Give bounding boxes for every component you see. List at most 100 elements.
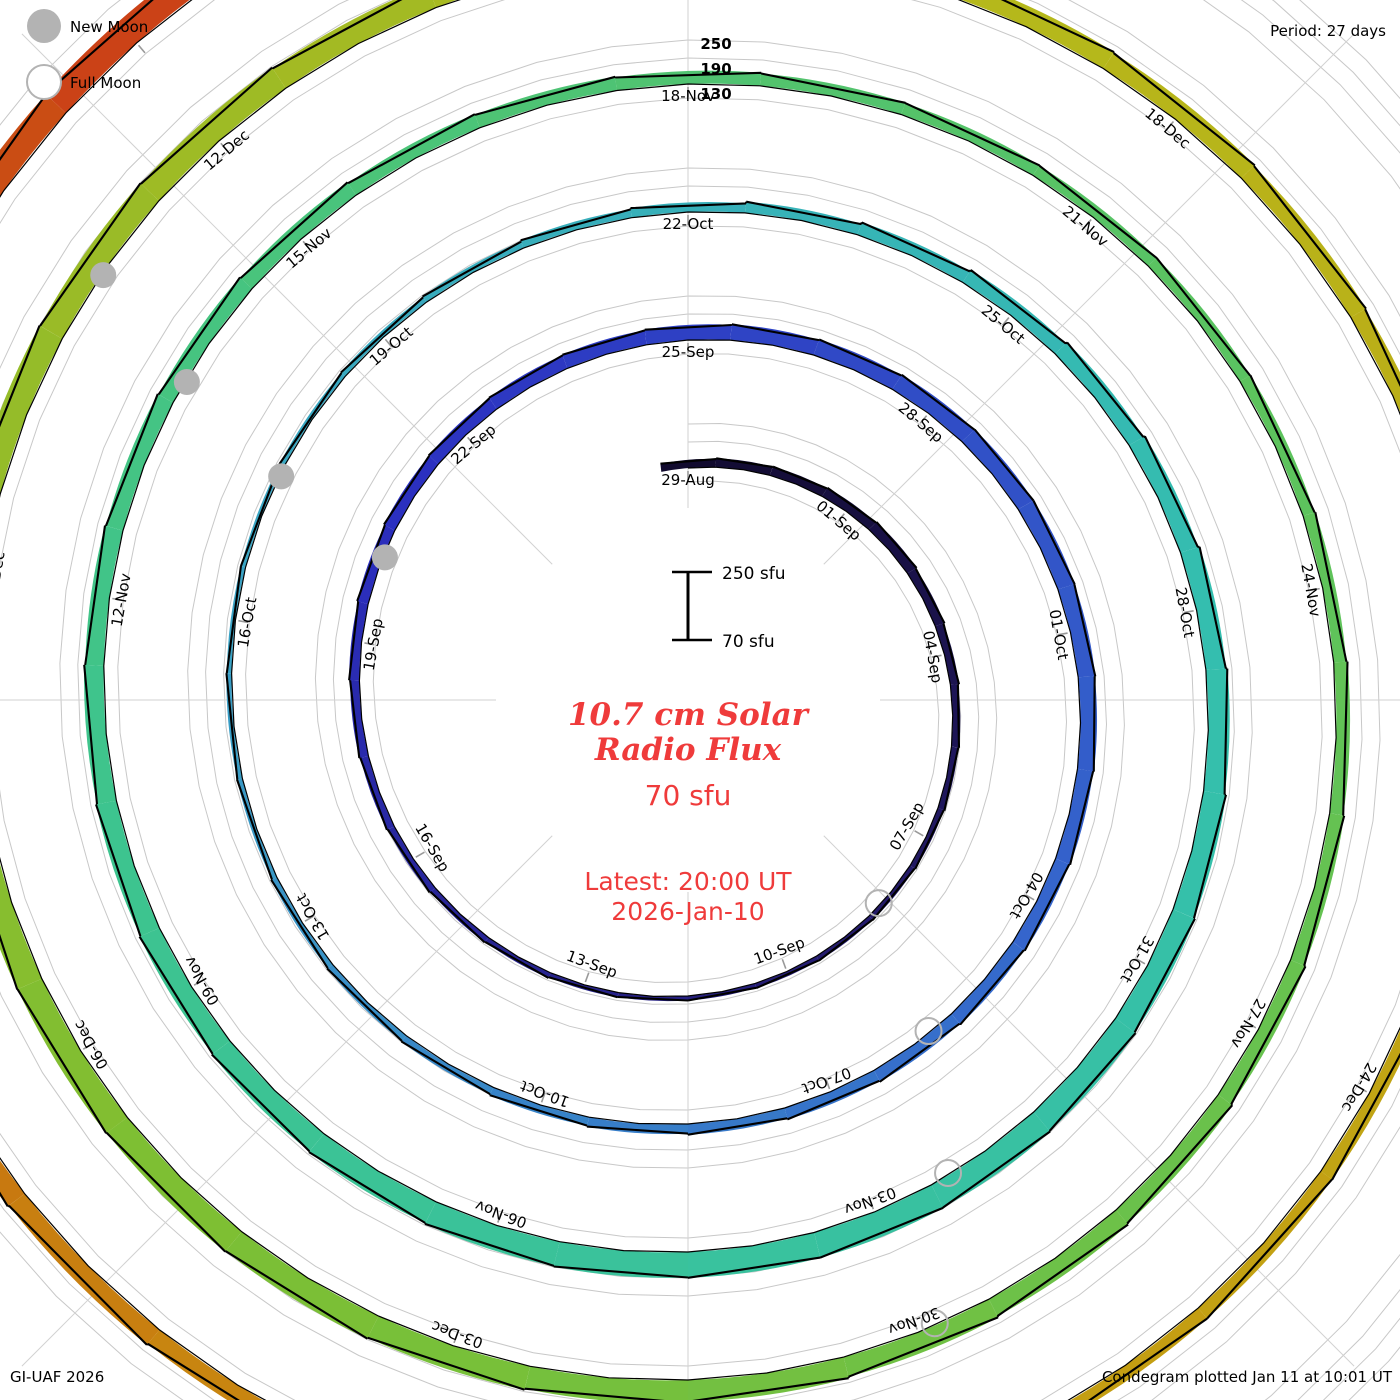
flux-bar (430, 888, 489, 943)
flux-bar (1115, 909, 1195, 1033)
flux-bar (1290, 813, 1345, 966)
flux-bar (1055, 342, 1144, 446)
flux-bar (961, 429, 1034, 510)
flux-bar (226, 566, 246, 674)
flux-bar (744, 201, 862, 235)
flux-bar (910, 807, 944, 870)
scale-bar: 250 sfu 70 sfu (672, 564, 785, 652)
flux-bar (1173, 790, 1226, 919)
flux-bar (822, 487, 877, 530)
legend: New Moon Full Moon (26, 9, 148, 100)
flux-bar (387, 826, 436, 893)
flux-bar (237, 778, 277, 880)
flux-bar (688, 1108, 788, 1135)
flux-bar (106, 1117, 242, 1252)
flux-bar (272, 0, 436, 89)
flux-bar (869, 865, 915, 921)
flux-bar (857, 222, 970, 283)
flux-bar (489, 355, 568, 410)
flux-bar (1018, 500, 1075, 590)
flux-bar (1198, 1171, 1332, 1319)
new-moon-label: New Moon (70, 18, 148, 36)
flux-bar (1070, 1308, 1208, 1400)
flux-bar (433, 0, 457, 8)
full-moon-marker (920, 1309, 949, 1338)
scale-bar-top-label: 250 sfu (722, 564, 785, 584)
flux-bar (349, 601, 369, 681)
flux-bar (1057, 584, 1096, 678)
latest-time: Latest: 20:00 UT (584, 867, 792, 896)
flux-bar (147, 1329, 263, 1400)
flux-bar (874, 1013, 960, 1082)
flux-bar (424, 1201, 560, 1266)
flux-bar (1033, 165, 1157, 266)
flux-bar (1241, 166, 1366, 318)
flux-bar (688, 1357, 849, 1400)
flux-bar (0, 1160, 25, 1207)
flux-bar (586, 1117, 688, 1135)
flux-bar (907, 568, 945, 626)
flux-bar (1012, 858, 1070, 951)
flux-bar (1077, 676, 1098, 772)
flux-bar (1180, 546, 1226, 670)
flux-bar (868, 522, 917, 574)
flux-bar (951, 941, 1024, 1025)
date-label: 13-Sep (564, 947, 620, 982)
flux-bar (1218, 959, 1306, 1105)
flux-bar (84, 664, 117, 805)
flux-bar (158, 277, 252, 403)
date-label: 16-Oct (234, 596, 261, 649)
flux-bar (931, 1112, 1051, 1208)
flux-bar (784, 1070, 880, 1120)
period-label: Period: 27 days (1270, 22, 1386, 40)
flux-bar (8, 1193, 160, 1345)
flux-bar (1033, 1018, 1136, 1131)
current-value: 70 sfu (645, 779, 732, 812)
center-readout: 10.7 cm Solar Radio Flux 70 sfu Latest: … (568, 697, 811, 926)
date-label: 09-Dec (0, 550, 9, 606)
top-scale: 250 190 130 (700, 35, 731, 103)
date-label: 22-Oct (663, 215, 714, 233)
flux-bar (935, 623, 959, 685)
flux-bar (1116, 1094, 1233, 1224)
flux-bar (348, 114, 480, 196)
flux-bar (769, 466, 828, 497)
full-moon-swatch (26, 64, 62, 100)
flux-bar (384, 455, 439, 531)
plotted-timestamp: Condegram plotted Jan 11 at 10:01 UT (1101, 1368, 1392, 1386)
full-moon-label: Full Moon (70, 74, 141, 92)
flux-bar (1239, 375, 1315, 516)
flux-bar (0, 325, 63, 495)
flux-bar (1350, 309, 1400, 412)
flux-bar (962, 270, 1066, 354)
flux-bar (1148, 257, 1251, 382)
new-moon-swatch (27, 9, 61, 43)
date-label: 18-Nov (661, 87, 715, 105)
flux-bar (106, 393, 173, 531)
new-moon-marker (173, 368, 200, 395)
flux-bar (814, 1184, 944, 1258)
flux-bar (350, 680, 369, 758)
new-moon-marker (268, 463, 295, 490)
moon-markers (90, 262, 963, 1338)
scale-250: 250 (700, 35, 731, 53)
flux-bar (938, 746, 959, 811)
flux-bar (211, 1041, 324, 1152)
flux-bar (843, 1299, 998, 1377)
full-moon-marker (934, 1158, 963, 1187)
flux-bar (1055, 768, 1094, 865)
flux-bar (475, 76, 617, 128)
flux-bar (139, 928, 230, 1054)
date-label: 25-Sep (662, 343, 715, 361)
flux-bar (340, 297, 427, 377)
flux-bar (40, 183, 159, 339)
date-label: 29-Aug (661, 471, 714, 489)
flux-bar (489, 1087, 590, 1126)
flux-bar (562, 330, 647, 369)
scale-130: 130 (700, 85, 731, 103)
flux-bar (715, 458, 773, 476)
flux-bar (520, 209, 632, 249)
